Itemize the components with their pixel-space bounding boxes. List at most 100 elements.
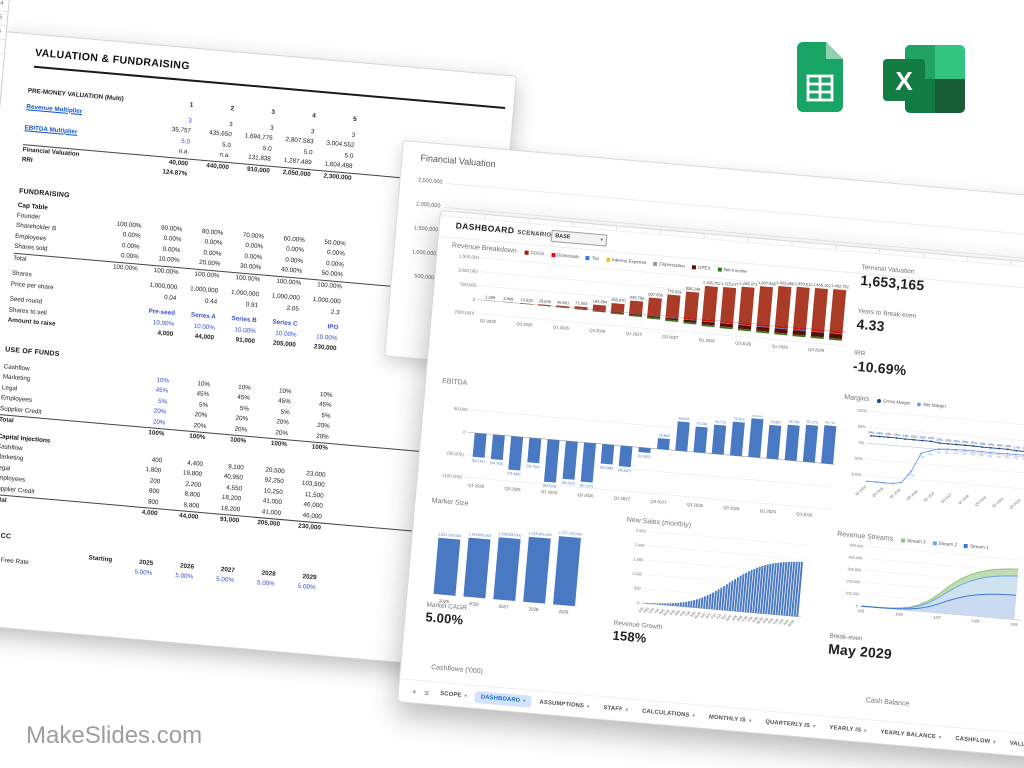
svg-text:Q3 2028: Q3 2028 — [735, 340, 752, 346]
tab-menu-caret[interactable]: ▾ — [863, 727, 867, 734]
sheet-tab-dashboard[interactable]: DASHBOARD ▾ — [474, 690, 533, 708]
svg-text:4%: 4% — [996, 455, 1001, 459]
kpi-value: 5.00% — [424, 609, 464, 628]
sheet-tab-yearly-balance[interactable]: YEARLY BALANCE ▾ — [880, 729, 942, 741]
svg-text:13,525: 13,525 — [520, 297, 533, 303]
svg-text:2,500: 2,500 — [636, 528, 647, 534]
svg-text:-17%: -17% — [917, 455, 925, 460]
svg-text:23%: 23% — [911, 434, 918, 439]
kpi-value: 158% — [611, 627, 648, 646]
row-number: 4 — [0, 0, 9, 13]
svg-text:2029: 2029 — [558, 609, 569, 615]
svg-text:1/26: 1/26 — [895, 612, 903, 617]
svg-text:64,713: 64,713 — [715, 420, 726, 425]
svg-text:17%: 17% — [1013, 445, 1020, 450]
svg-text:20%: 20% — [936, 438, 943, 443]
svg-text:84,787: 84,787 — [825, 420, 836, 425]
kpi-irr: IRR -10.69% — [852, 350, 907, 379]
svg-text:Q3 2025: Q3 2025 — [504, 486, 521, 492]
svg-text:Q1 2029: Q1 2029 — [760, 508, 777, 514]
svg-text:Q1 2025: Q1 2025 — [855, 485, 868, 496]
tab-menu-caret[interactable]: ▾ — [625, 707, 629, 713]
svg-text:3/27: 3/27 — [705, 612, 712, 619]
svg-text:1,158,900,000: 1,158,900,000 — [498, 532, 521, 538]
svg-text:-100%: -100% — [850, 471, 862, 477]
tab-menu-caret[interactable]: ▾ — [522, 698, 526, 704]
svg-text:(94,523): (94,523) — [543, 484, 557, 489]
svg-text:9/25: 9/25 — [658, 608, 665, 615]
chart-title: EBITDA — [441, 377, 468, 388]
table-cell: 5.00% — [256, 579, 276, 588]
sheet-tab-monthly-is[interactable]: MONTHLY IS ▾ — [708, 714, 752, 724]
svg-text:78,744: 78,744 — [788, 420, 799, 425]
kpi-value: -10.69% — [852, 357, 908, 379]
svg-text:1,357,638: 1,357,638 — [758, 280, 777, 287]
tab-menu-caret[interactable]: ▾ — [586, 703, 590, 709]
svg-text:4%: 4% — [953, 451, 958, 455]
svg-text:Q1 2028: Q1 2028 — [957, 494, 970, 505]
svg-text:Q3 2026: Q3 2026 — [906, 489, 919, 500]
sheet-tab-scope[interactable]: SCOPE ▾ — [439, 690, 468, 699]
add-sheet-button[interactable]: + — [411, 686, 417, 697]
svg-text:24%: 24% — [894, 433, 901, 438]
svg-text:23,944: 23,944 — [659, 433, 670, 438]
tab-menu-caret[interactable]: ▾ — [692, 712, 696, 719]
svg-text:936,249: 936,249 — [685, 286, 701, 292]
margins-chart: Margins Gross Margin Net Margin 100% 50% 0%… — [834, 394, 1024, 531]
ebitda-chart: EBITDA 50,000 0 (50,000) (100,000) (53,141) Q… — [432, 370, 845, 528]
svg-text:9/29: 9/29 — [783, 619, 790, 626]
svg-text:0: 0 — [856, 604, 858, 608]
tab-menu-caret[interactable]: ▾ — [748, 717, 752, 724]
sheet-tab-staff[interactable]: STAFF ▾ — [603, 705, 629, 713]
svg-text:23%: 23% — [919, 435, 926, 440]
svg-text:1/28: 1/28 — [972, 619, 980, 624]
svg-text:5%: 5% — [1013, 456, 1018, 460]
svg-text:29,636: 29,636 — [539, 298, 552, 304]
sheet-tab-calculations[interactable]: CALCULATIONS ▾ — [641, 708, 696, 719]
svg-text:-50%: -50% — [853, 455, 863, 461]
svg-text:1,000: 1,000 — [632, 571, 643, 577]
revenue-breakdown-chart: Revenue Breakdown COGS Dismissals Tax Inter… — [443, 242, 857, 381]
svg-text:Q1 2028: Q1 2028 — [699, 337, 716, 343]
tab-menu-caret[interactable]: ▾ — [993, 739, 996, 745]
sheet-tab-yearly-is[interactable]: YEARLY IS ▾ — [829, 724, 867, 734]
google-sheets-icon — [797, 42, 843, 117]
svg-text:5/27: 5/27 — [710, 612, 717, 619]
revenue-streams-chart: Revenue Streams Stream 3 Stream 2 Stream 1… — [828, 531, 1024, 660]
svg-text:0%: 0% — [858, 440, 865, 446]
svg-text:1,216,900,000: 1,216,900,000 — [528, 531, 551, 537]
tab-menu-caret[interactable]: ▾ — [812, 723, 816, 729]
svg-text:500,000: 500,000 — [460, 282, 477, 288]
sheet-tab-assumptions[interactable]: ASSUMPTIONS ▾ — [539, 699, 590, 710]
svg-text:19%: 19% — [1005, 444, 1012, 449]
svg-text:7/29: 7/29 — [777, 618, 784, 625]
kpi-terminal-valuation: Terminal Valuation 1,653,165 — [860, 264, 926, 293]
legend-swatch — [691, 264, 697, 270]
svg-text:Q3 2026: Q3 2026 — [577, 492, 594, 498]
legend-swatch — [585, 255, 591, 260]
scenario-dropdown[interactable]: BASE ▾ — [550, 229, 608, 247]
legend-swatch — [550, 252, 556, 257]
svg-text:5/28: 5/28 — [741, 615, 748, 622]
svg-text:85,882: 85,882 — [752, 413, 763, 418]
tab-menu-caret[interactable]: ▾ — [938, 734, 942, 740]
all-sheets-menu-button[interactable]: ≡ — [424, 688, 430, 698]
svg-text:11/27: 11/27 — [725, 614, 733, 622]
svg-text:11/28: 11/28 — [756, 616, 764, 624]
svg-text:Q3 2028: Q3 2028 — [975, 495, 988, 506]
svg-text:7/26: 7/26 — [684, 610, 691, 617]
tab-menu-caret[interactable]: ▾ — [464, 692, 468, 699]
sheet-tab-quarterly-is[interactable]: QUARTERLY IS ▾ — [765, 719, 816, 730]
svg-text:4%: 4% — [988, 454, 993, 458]
svg-text:50,000: 50,000 — [454, 406, 469, 412]
market-size-chart: Market Size 1,051,200,000 2025 1,103,800,0… — [422, 489, 600, 630]
svg-text:1,450,011: 1,450,011 — [795, 281, 814, 288]
kpi-breakeven: Break-even May 2029 — [828, 633, 894, 662]
svg-text:23%: 23% — [928, 436, 935, 441]
svg-text:5%: 5% — [1005, 455, 1010, 459]
svg-text:Q1 2027: Q1 2027 — [923, 491, 936, 502]
sheet-tab-valuation[interactable]: VALUATION▾ — [1009, 740, 1024, 750]
svg-text:71,563: 71,563 — [575, 300, 588, 306]
watermark: MakeSlides.com — [26, 722, 203, 749]
sheet-tab-cashflow[interactable]: CASHFLOW ▾ — [955, 735, 996, 745]
